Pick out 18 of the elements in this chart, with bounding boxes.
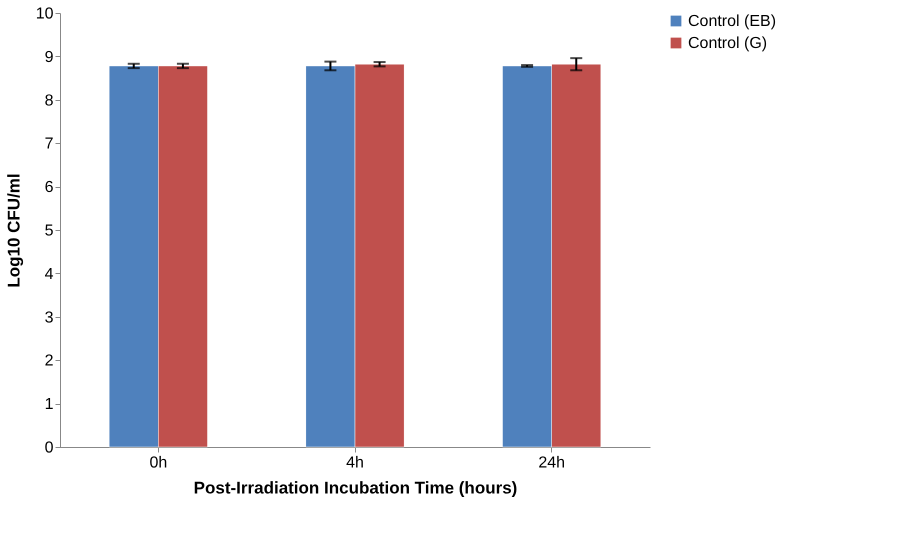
- x-tick-label: 0h: [149, 454, 168, 472]
- y-tick-label: 1: [44, 396, 54, 414]
- legend-label: Control (G): [688, 35, 768, 52]
- y-tick-label: 6: [44, 179, 54, 196]
- y-tick-label: 2: [44, 352, 54, 370]
- x-axis-title: Post-Irradiation Incubation Time (hours): [194, 478, 518, 498]
- y-tick-label: 7: [44, 136, 54, 153]
- y-tick-label: 9: [44, 48, 54, 66]
- y-tick-label: 5: [44, 222, 54, 240]
- y-tick-label: 0: [44, 440, 54, 456]
- y-tick-label: 10: [36, 6, 54, 22]
- x-tick-label: 4h: [346, 454, 364, 472]
- y-tick-label: 3: [44, 309, 54, 326]
- y-tick-label: 8: [44, 92, 54, 110]
- y-axis-title: Log10 CFU/ml: [4, 173, 24, 288]
- legend-label: Control (EB): [688, 13, 776, 30]
- y-tick-label: 4: [44, 266, 54, 283]
- x-tick-label: 24h: [538, 454, 566, 472]
